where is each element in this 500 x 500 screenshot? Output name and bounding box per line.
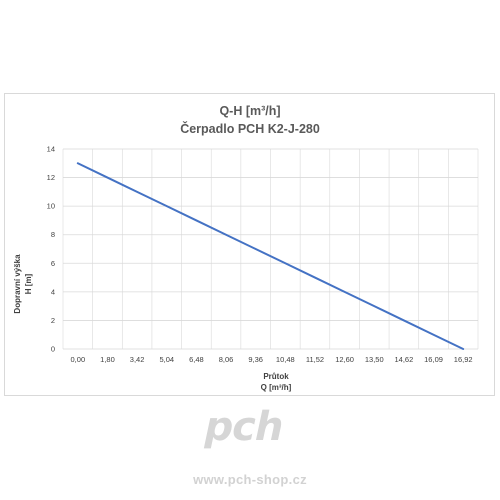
x-tick-label: 0,00 bbox=[71, 355, 86, 364]
x-axis-title: Průtok Q [m³/h] bbox=[261, 372, 292, 392]
y-axis-title: Dopravní výška H [m] bbox=[13, 254, 33, 314]
chart-svg: Q-H [m³/h] Čerpadlo PCH K2-J-280 0 2 4 6 8 10… bbox=[13, 104, 479, 392]
x-tick-label: 6,48 bbox=[189, 355, 204, 364]
x-tick-label: 10,48 bbox=[276, 355, 295, 364]
x-tick-label: 8,06 bbox=[219, 355, 234, 364]
x-tick-label: 3,42 bbox=[130, 355, 145, 364]
chart-title-line-2: Čerpadlo PCH K2-J-280 bbox=[180, 121, 320, 136]
x-tick-label: 9,36 bbox=[248, 355, 263, 364]
y-tick-label: 14 bbox=[47, 145, 55, 154]
chart-title: Q-H [m³/h] Čerpadlo PCH K2-J-280 bbox=[180, 104, 320, 136]
series bbox=[76, 162, 465, 350]
pch-logo-text: pch bbox=[200, 408, 288, 450]
y-tick-label: 4 bbox=[51, 287, 55, 296]
y-tick-label: 12 bbox=[47, 173, 55, 182]
x-tick-label: 14,62 bbox=[395, 355, 414, 364]
y-axis-title-line-1: Dopravní výška bbox=[13, 254, 22, 314]
pch-logo: pch bbox=[200, 408, 288, 450]
x-tick-label: 5,04 bbox=[159, 355, 174, 364]
chart-title-line-1: Q-H [m³/h] bbox=[219, 104, 280, 118]
website-url: www.pch-shop.cz bbox=[193, 472, 307, 487]
x-axis-title-line-1: Průtok bbox=[263, 372, 289, 381]
x-tick-label: 12,60 bbox=[335, 355, 354, 364]
x-tick-label: 16,09 bbox=[424, 355, 443, 364]
chart-frame: Q-H [m³/h] Čerpadlo PCH K2-J-280 0 2 4 6 8 10… bbox=[4, 93, 495, 396]
y-tick-label: 6 bbox=[51, 259, 55, 268]
x-tick-label: 13,50 bbox=[365, 355, 384, 364]
y-tick-label: 8 bbox=[51, 230, 55, 239]
series-line bbox=[76, 162, 465, 350]
x-tick-labels: 0,00 1,80 3,42 5,04 6,48 8,06 9,36 10,48 11,52 12… bbox=[71, 355, 473, 364]
x-tick-label: 1,80 bbox=[100, 355, 115, 364]
y-axis-title-line-2: H [m] bbox=[24, 273, 33, 294]
y-tick-label: 2 bbox=[51, 316, 55, 325]
x-tick-label: 16,92 bbox=[454, 355, 473, 364]
y-tick-labels: 0 2 4 6 8 10 12 14 bbox=[47, 145, 55, 354]
grid bbox=[62, 148, 479, 350]
y-tick-label: 0 bbox=[51, 345, 55, 354]
y-tick-label: 10 bbox=[47, 202, 55, 211]
x-axis-title-line-2: Q [m³/h] bbox=[261, 383, 292, 392]
x-tick-label: 11,52 bbox=[306, 355, 324, 364]
